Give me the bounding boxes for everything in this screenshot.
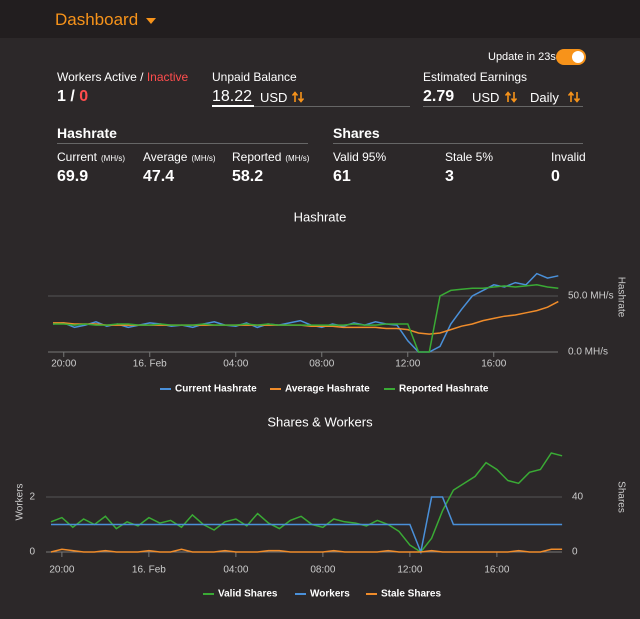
shares-label: Valid 95% <box>333 150 387 164</box>
series-line <box>50 548 563 553</box>
x-tick-label: 12:00 <box>397 565 422 576</box>
y2-axis-label: Shares <box>615 481 626 513</box>
dashboard-menu[interactable]: Dashboard <box>55 10 156 30</box>
hashrate-label: Current (MH/s) <box>57 150 126 164</box>
series-line <box>50 452 563 553</box>
x-tick-label: 16:00 <box>484 565 509 576</box>
y-tick-label: 0 <box>29 547 35 558</box>
legend-label[interactable]: Reported Hashrate <box>399 384 489 395</box>
shares-title: Shares <box>333 125 380 141</box>
workers-active: 1 <box>57 88 66 105</box>
dashboard-title: Dashboard <box>55 10 139 29</box>
y-tick-label: 2 <box>29 492 35 503</box>
earnings-period: Daily <box>530 90 559 105</box>
workers-label: Workers Active / Inactive <box>57 70 188 84</box>
legend-label[interactable]: Valid Shares <box>218 589 278 600</box>
y-tick-label: 0 <box>572 547 578 558</box>
workers-active-label: Workers Active / <box>57 70 144 84</box>
unpaid-focus <box>212 105 254 107</box>
hashrate-unit: (MH/s) <box>101 154 126 163</box>
unpaid-currency: USD <box>260 90 288 105</box>
chart-title: Hashrate <box>294 209 347 224</box>
x-tick-label: 12:00 <box>395 359 420 370</box>
shares-rule <box>333 143 583 144</box>
unpaid-label: Unpaid Balance <box>212 70 297 84</box>
shares-value: 0 <box>551 168 560 185</box>
workers-value: 1 / 0 <box>57 88 88 106</box>
y-axis-label: Workers <box>15 483 26 520</box>
legend-label[interactable]: Current Hashrate <box>175 384 257 395</box>
workers-inactive-label: Inactive <box>146 70 189 84</box>
series-line <box>51 496 563 555</box>
hashrate-rule <box>57 143 308 144</box>
hashrate-value: 58.2 <box>232 168 264 185</box>
x-tick-label: 16. Feb <box>132 565 166 576</box>
update-label: Update in 23s <box>488 51 556 63</box>
shares-label: Invalid <box>551 150 586 164</box>
hashrate-unit: (MH/s) <box>285 154 310 163</box>
series-line <box>52 272 559 353</box>
hashrate-label: Reported (MH/s) <box>232 150 310 164</box>
update-toggle[interactable] <box>556 49 586 65</box>
legend-label[interactable]: Average Hashrate <box>285 384 370 395</box>
unpaid-value: 18.22 <box>212 88 253 105</box>
x-tick-label: 04:00 <box>223 565 248 576</box>
x-tick-label: 20:00 <box>49 565 74 576</box>
shares-value: 61 <box>333 168 351 185</box>
earnings-value: 2.79 <box>423 88 455 105</box>
hashrate-label: Average (MH/s) <box>143 150 216 164</box>
workers-inactive: 0 <box>79 88 89 105</box>
series-line <box>53 300 559 335</box>
dropdown-caret <box>145 18 156 24</box>
x-tick-label: 20:00 <box>51 359 76 370</box>
workers-separator: / <box>70 88 75 105</box>
hashrate-value: 69.9 <box>57 168 89 185</box>
earnings-currency: USD <box>472 90 500 105</box>
shares-label: Stale 5% <box>445 150 494 164</box>
swap-icon[interactable] <box>568 91 580 103</box>
x-tick-label: 08:00 <box>309 359 334 370</box>
swap-icon[interactable] <box>505 91 517 103</box>
top-bar <box>0 0 640 38</box>
series-line <box>53 284 559 353</box>
hashrate-value: 47.4 <box>143 168 175 185</box>
x-tick-label: 08:00 <box>310 565 335 576</box>
x-tick-label: 16:00 <box>481 359 506 370</box>
unpaid-underline <box>212 106 410 107</box>
legend-label[interactable]: Stale Shares <box>381 589 441 600</box>
chart-title: Shares & Workers <box>267 414 373 429</box>
y-tick-label: 50.0 MH/s <box>568 291 614 302</box>
shares-value: 3 <box>445 168 454 185</box>
swap-icon[interactable] <box>292 91 304 103</box>
earnings-label: Estimated Earnings <box>423 70 528 84</box>
earnings-underline <box>423 106 583 107</box>
x-tick-label: 04:00 <box>223 359 248 370</box>
hashrate-title: Hashrate <box>57 125 117 141</box>
y-tick-label: 0.0 MH/s <box>568 347 608 358</box>
hashrate-unit: (MH/s) <box>191 154 216 163</box>
x-tick-label: 16. Feb <box>133 359 167 370</box>
y2-axis-label: Hashrate <box>615 277 626 318</box>
legend-label[interactable]: Workers <box>310 589 350 600</box>
y-tick-label: 40 <box>572 492 584 503</box>
